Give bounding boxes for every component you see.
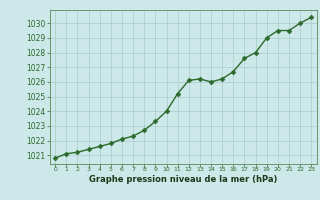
X-axis label: Graphe pression niveau de la mer (hPa): Graphe pression niveau de la mer (hPa) <box>89 175 277 184</box>
